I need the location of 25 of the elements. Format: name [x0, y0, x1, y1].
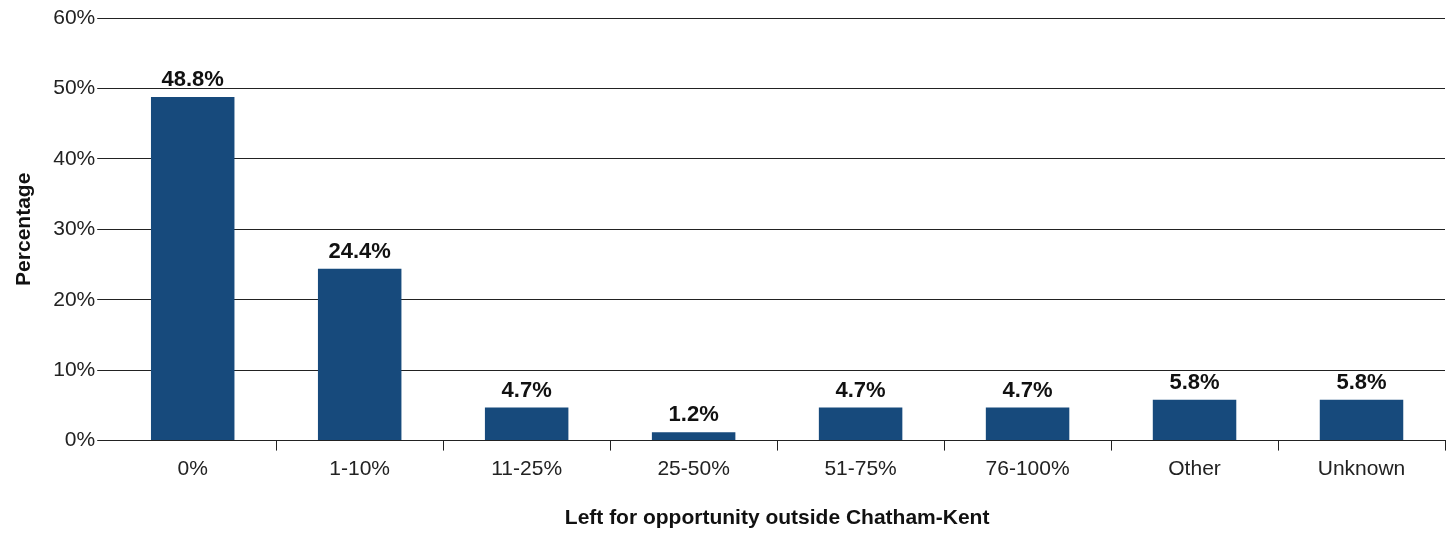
y-tick-label: 30%	[53, 216, 96, 240]
y-tick-label: 60%	[53, 4, 96, 28]
data-label: 4.7%	[835, 376, 886, 402]
y-axis-title: Percentage	[11, 172, 35, 286]
y-tick-label: 0%	[64, 427, 96, 451]
x-tick-label: 11-25%	[491, 456, 563, 479]
data-label: 5.8%	[1169, 368, 1220, 394]
data-label: 1.2%	[668, 401, 719, 427]
y-tick-label: 10%	[53, 356, 96, 380]
data-label: 24.4%	[328, 237, 391, 263]
x-tick-label: 25-50%	[657, 456, 730, 479]
x-axis-title: Left for opportunity outside Chatham-Kent	[564, 505, 990, 529]
x-tick-label: Other	[1168, 456, 1221, 479]
data-label: 5.8%	[1336, 368, 1387, 394]
y-tick-label: 20%	[53, 286, 96, 310]
x-tick-label: 76-100%	[985, 456, 1070, 479]
x-tick-label: 51-75%	[824, 456, 897, 479]
data-label: 48.8%	[161, 65, 224, 91]
x-tick-label: 0%	[177, 456, 208, 479]
x-tick-label: 1-10%	[329, 456, 391, 479]
data-label: 4.7%	[501, 376, 552, 402]
y-tick-label: 50%	[53, 75, 96, 99]
x-tick-label: Unknown	[1317, 456, 1406, 479]
y-tick-label: 40%	[53, 145, 96, 169]
data-label: 4.7%	[1002, 376, 1053, 402]
